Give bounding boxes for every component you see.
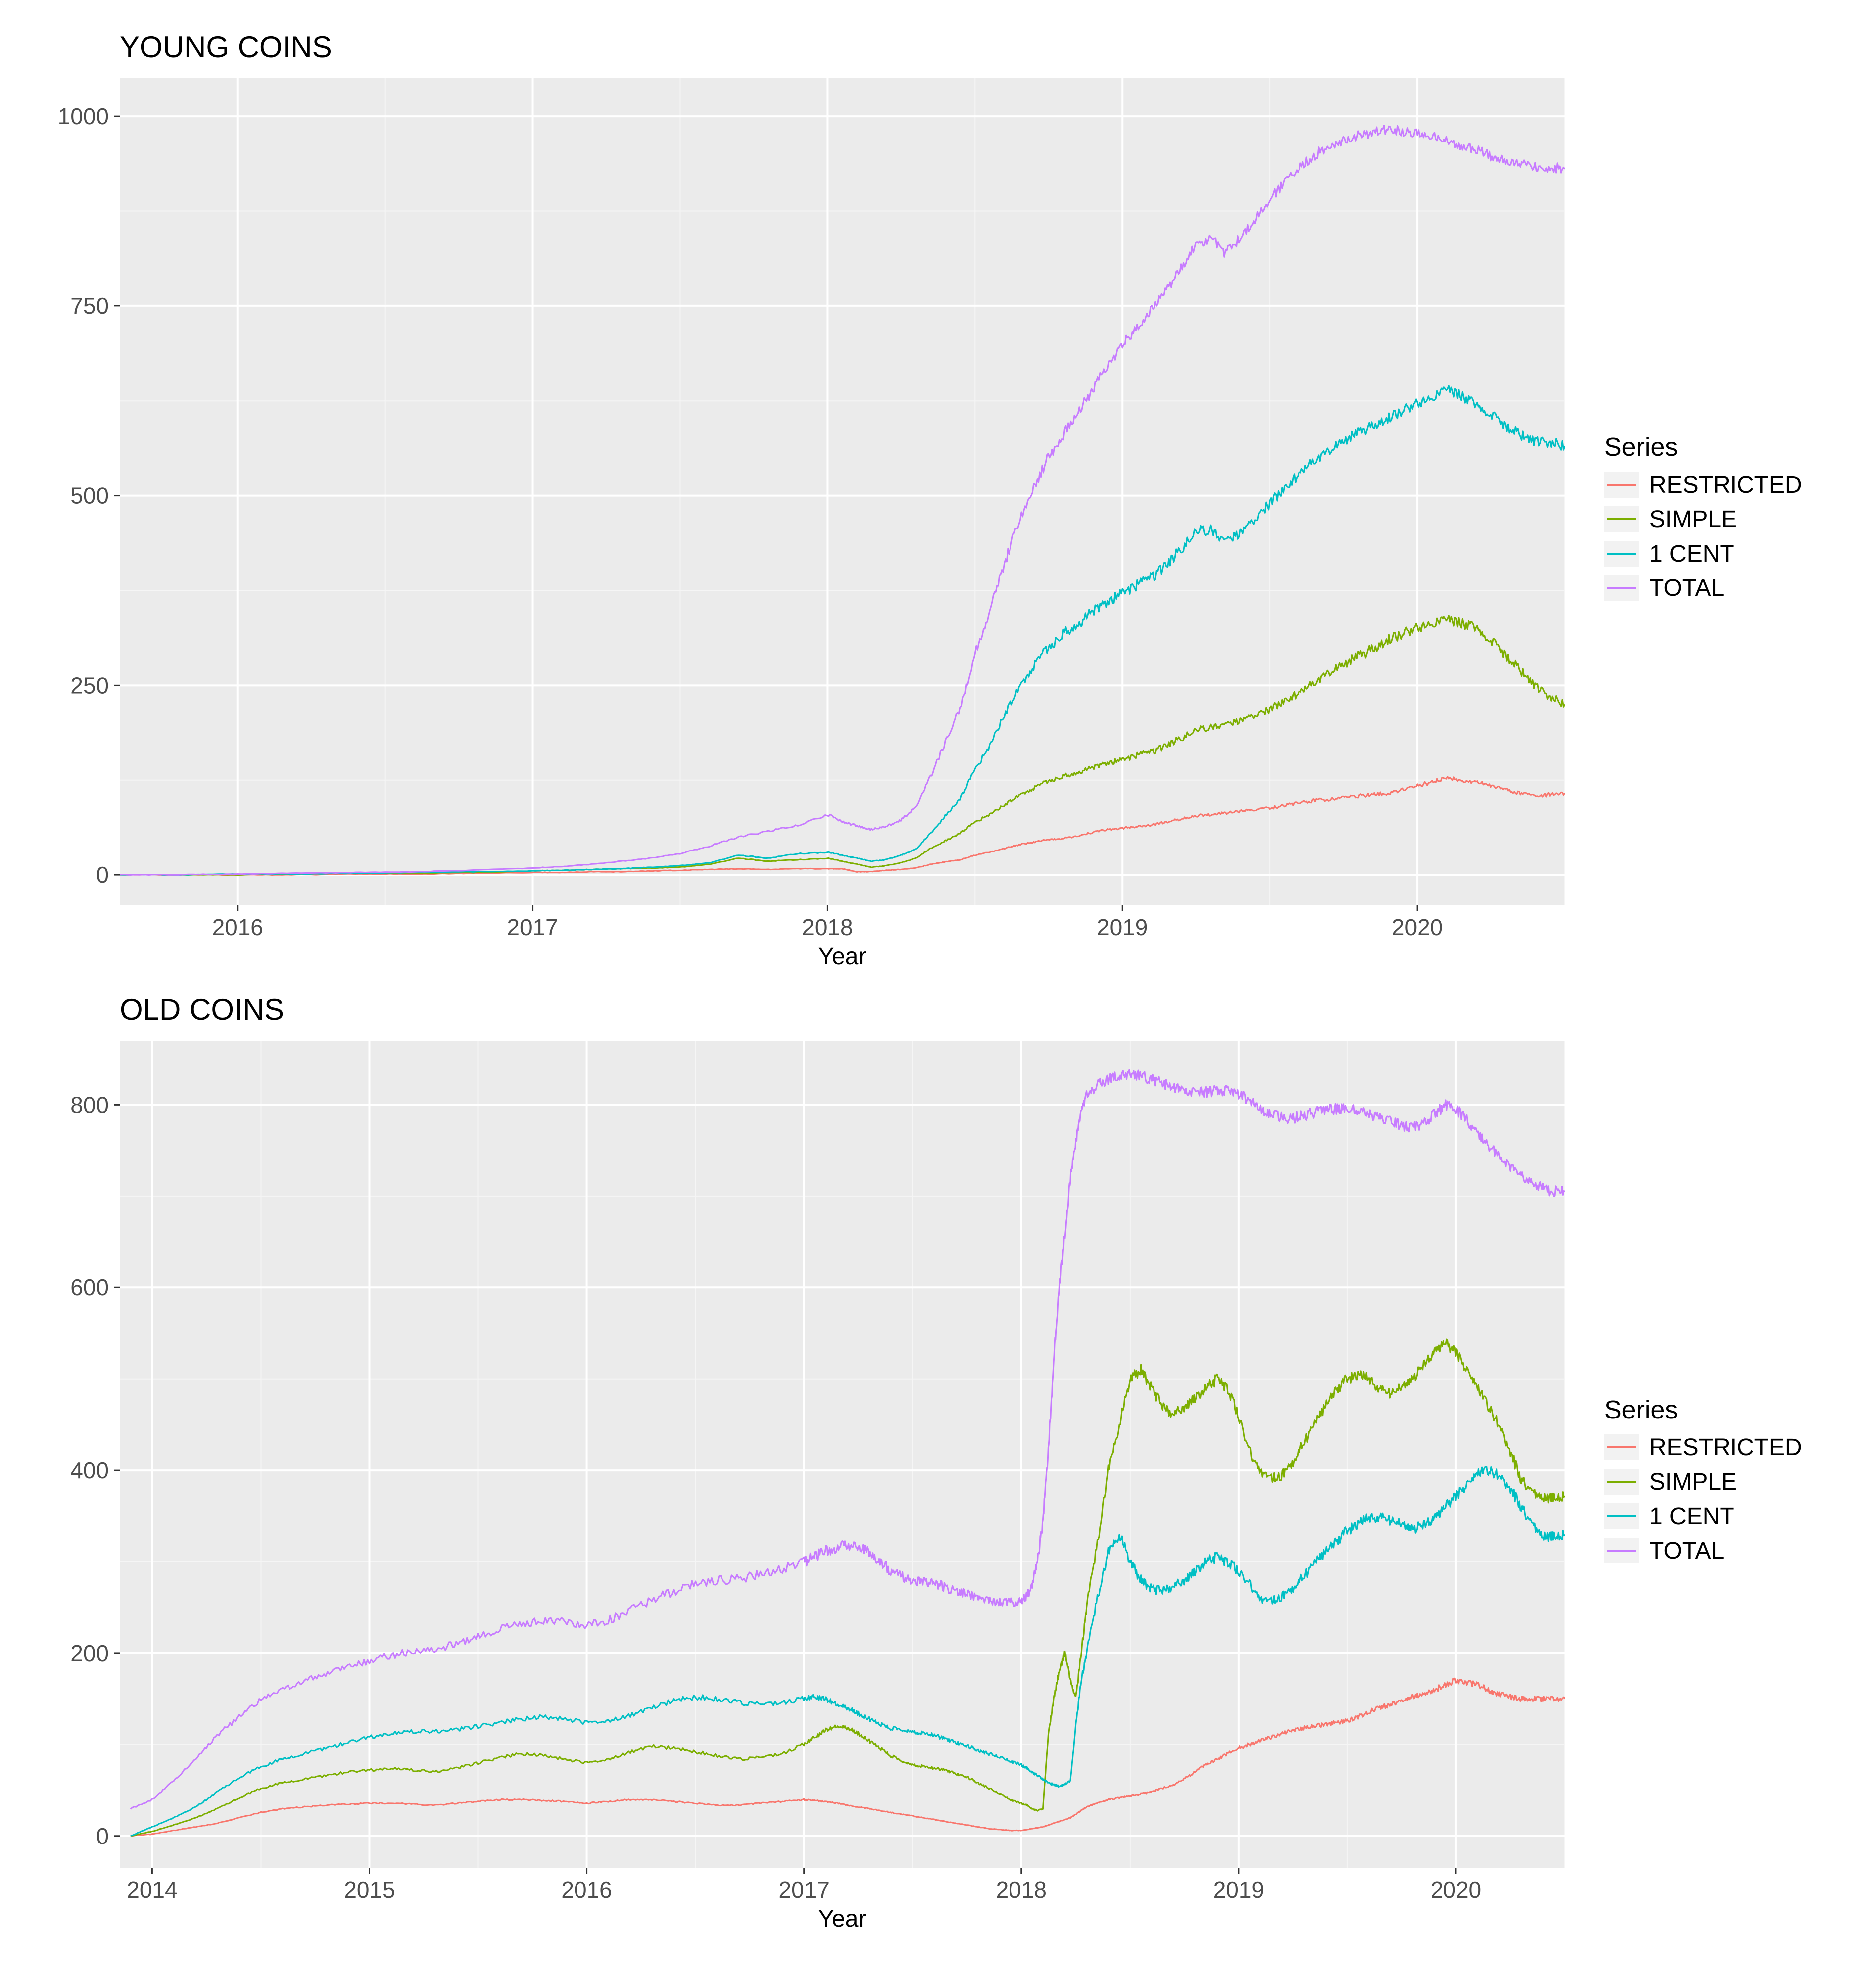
legend-swatch xyxy=(1604,541,1639,567)
legend-swatch xyxy=(1604,506,1639,532)
y-tick-label: 500 xyxy=(70,483,109,509)
legend-swatch xyxy=(1604,1538,1639,1563)
y-tick-label: 0 xyxy=(96,862,109,888)
x-tick-label: 2016 xyxy=(212,914,263,940)
legend-item: TOTAL xyxy=(1604,1537,1802,1564)
y-tick-label: 400 xyxy=(70,1457,109,1483)
legend-label: RESTRICTED xyxy=(1649,471,1802,499)
x-tick-label: 2020 xyxy=(1431,1877,1481,1903)
legend-label: 1 CENT xyxy=(1649,540,1734,567)
legend: Series RESTRICTED SIMPLE 1 CENT TOTAL xyxy=(1604,1395,1802,1571)
x-axis-label: Year xyxy=(818,943,866,970)
x-tick-label: 2017 xyxy=(507,914,558,940)
legend-swatch xyxy=(1604,1469,1639,1495)
legend-title: Series xyxy=(1604,1395,1802,1425)
x-tick-label: 2016 xyxy=(561,1877,612,1903)
legend-swatch xyxy=(1604,575,1639,601)
x-axis-label: Year xyxy=(818,1906,866,1932)
legend-item: SIMPLE xyxy=(1604,506,1802,533)
x-tick-label: 2015 xyxy=(344,1877,395,1903)
y-tick-label: 750 xyxy=(70,293,109,319)
y-tick-label: 200 xyxy=(70,1640,109,1666)
legend-item: TOTAL xyxy=(1604,574,1802,602)
legend-item: 1 CENT xyxy=(1604,540,1802,567)
legend-label: SIMPLE xyxy=(1649,1468,1737,1496)
legend-swatch xyxy=(1604,1503,1639,1529)
legend-label: SIMPLE xyxy=(1649,506,1737,533)
legend: Series RESTRICTED SIMPLE 1 CENT TOTAL xyxy=(1604,432,1802,609)
x-tick-label: 2017 xyxy=(779,1877,830,1903)
chart-title: YOUNG COINS xyxy=(120,30,1846,64)
chart-block-old: 2014 2015 2016 2017 2018 2019 2020 0 200 400 600 80… xyxy=(30,1031,1846,1935)
legend-item: SIMPLE xyxy=(1604,1468,1802,1496)
chart-block-young: 2016 2017 2018 2019 2020 0 250 500 750 1000 Year Se… xyxy=(30,68,1846,973)
legend-label: TOTAL xyxy=(1649,1537,1724,1564)
y-tick-label: 600 xyxy=(70,1275,109,1300)
legend-item: RESTRICTED xyxy=(1604,1434,1802,1461)
x-tick-label: 2019 xyxy=(1097,914,1148,940)
x-tick-label: 2020 xyxy=(1392,914,1443,940)
legend-item: 1 CENT xyxy=(1604,1503,1802,1530)
legend-swatch xyxy=(1604,472,1639,498)
legend-label: 1 CENT xyxy=(1649,1503,1734,1530)
y-tick-label: 0 xyxy=(96,1823,109,1849)
chart-svg: 2016 2017 2018 2019 2020 0 250 500 750 1000 Year xyxy=(30,68,1575,970)
legend-item: RESTRICTED xyxy=(1604,471,1802,499)
y-tick-label: 1000 xyxy=(58,103,109,129)
legend-label: TOTAL xyxy=(1649,574,1724,602)
x-tick-label: 2019 xyxy=(1213,1877,1264,1903)
legend-title: Series xyxy=(1604,432,1802,462)
x-tick-label: 2018 xyxy=(802,914,853,940)
x-tick-label: 2018 xyxy=(996,1877,1047,1903)
legend-label: RESTRICTED xyxy=(1649,1434,1802,1461)
y-tick-label: 800 xyxy=(70,1092,109,1118)
chart-title: OLD COINS xyxy=(120,992,1846,1027)
legend-swatch xyxy=(1604,1434,1639,1460)
x-tick-label: 2014 xyxy=(127,1877,177,1903)
chart-svg: 2014 2015 2016 2017 2018 2019 2020 0 200 400 600 80… xyxy=(30,1031,1575,1933)
y-tick-label: 250 xyxy=(70,672,109,698)
